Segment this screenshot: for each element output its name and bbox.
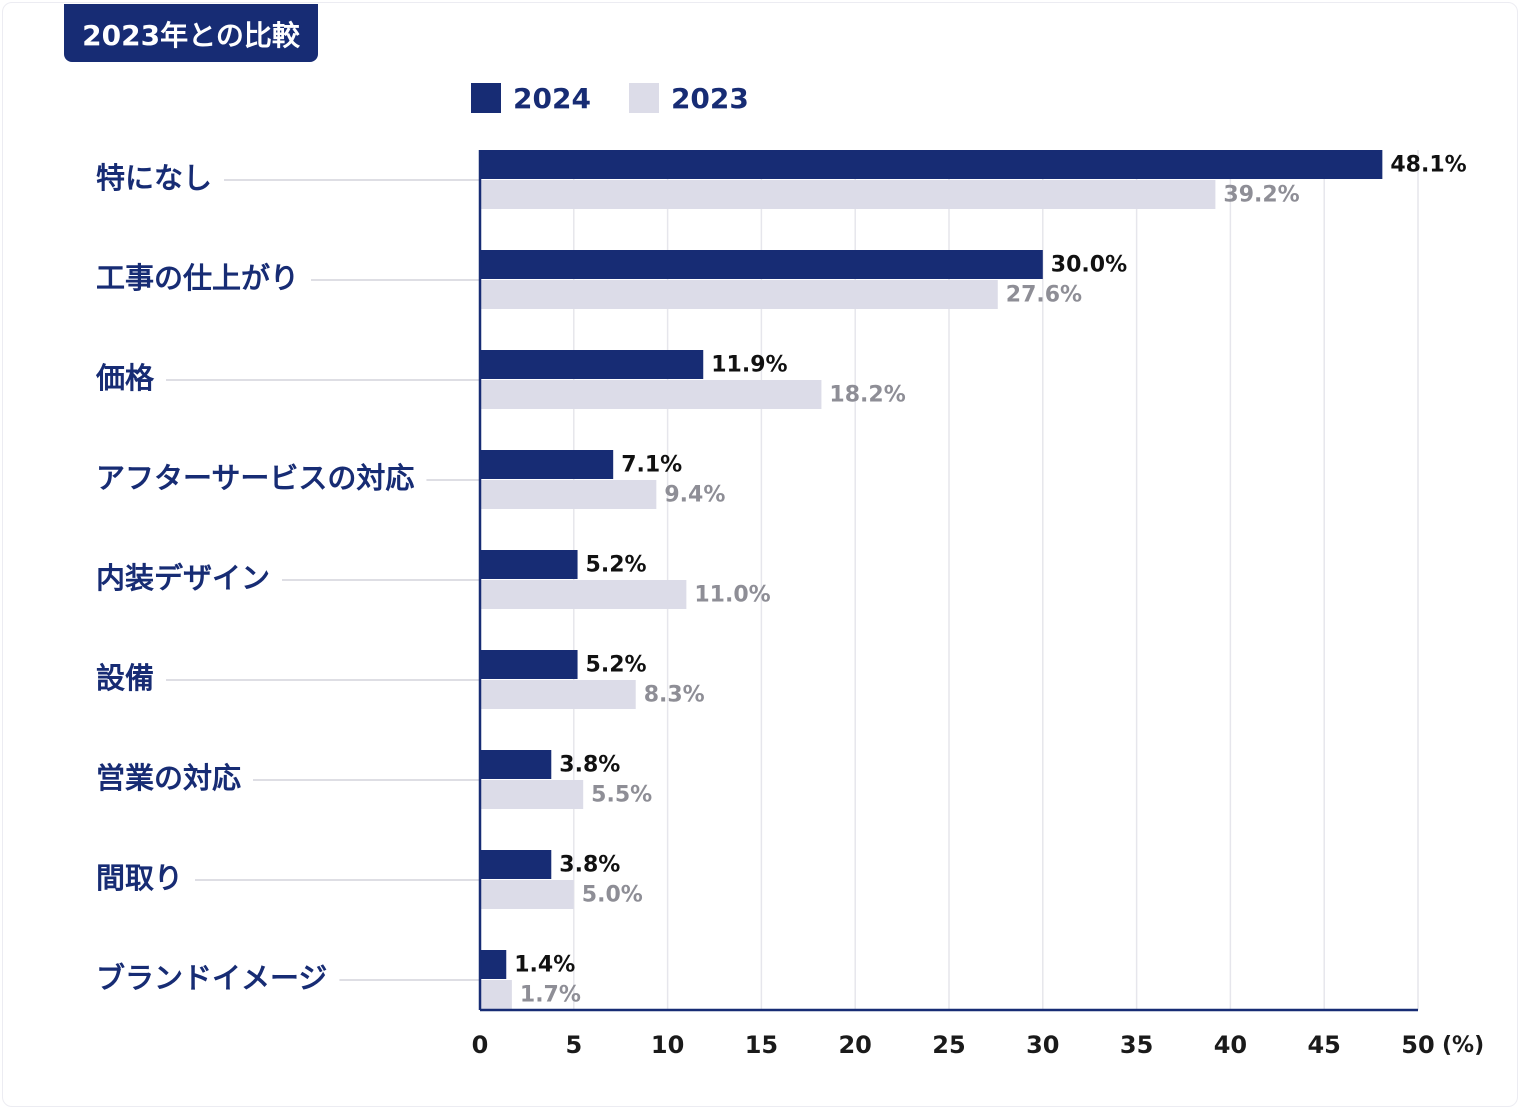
category-label: 価格 (95, 361, 155, 395)
x-tick-label: 45 (1307, 1031, 1340, 1059)
bar-2023 (480, 580, 687, 609)
data-label-2023: 18.2% (829, 383, 905, 408)
data-label-2023: 5.0% (582, 883, 643, 908)
x-tick-label: 30 (1026, 1031, 1059, 1059)
bar-2024 (480, 650, 578, 679)
bar-2024 (480, 250, 1043, 279)
bar-2023 (480, 980, 512, 1009)
chart-title: 2023年との比較 (82, 19, 300, 52)
x-tick-label: 25 (932, 1031, 965, 1059)
chart-legend: 2024 2023 (471, 78, 787, 118)
data-label-2023: 39.2% (1223, 183, 1299, 208)
bar-2023 (480, 480, 657, 509)
legend-label-2023: 2023 (670, 81, 749, 115)
data-label-2024: 3.8% (559, 853, 620, 878)
data-label-2024: 30.0% (1051, 253, 1127, 278)
bar-2023 (480, 180, 1216, 209)
category-label: アフターサービスの対応 (96, 461, 414, 495)
bar-2023 (480, 880, 574, 909)
category-label: 特になし (96, 161, 212, 195)
bar-2023 (480, 780, 584, 809)
bar-2024 (480, 750, 552, 779)
bar-2023 (480, 380, 822, 409)
x-tick-label: 10 (651, 1031, 684, 1059)
bar-2024 (480, 550, 578, 579)
category-label: 設備 (96, 661, 154, 695)
bar-2023 (480, 280, 998, 309)
bar-2024 (480, 150, 1383, 179)
data-label-2024: 1.4% (514, 953, 575, 978)
x-tick-label: 35 (1120, 1031, 1153, 1059)
category-label: 間取り (96, 861, 183, 895)
data-label-2023: 1.7% (520, 983, 581, 1008)
bar-2024 (480, 350, 704, 379)
x-tick-label: 20 (838, 1031, 871, 1059)
category-label: 工事の仕上がり (96, 261, 299, 295)
data-label-2023: 9.4% (664, 483, 725, 508)
bar-2024 (480, 450, 614, 479)
category-label: ブランドイメージ (96, 961, 327, 995)
x-tick-label: 5 (565, 1031, 582, 1059)
data-label-2023: 11.0% (694, 583, 770, 608)
legend-swatch-2024 (471, 83, 501, 113)
x-axis-unit: (%) (1442, 1033, 1484, 1058)
legend-swatch-2023 (628, 83, 659, 113)
bar-2024 (480, 950, 507, 979)
category-label: 営業の対応 (96, 761, 241, 795)
data-label-2024: 7.1% (621, 453, 682, 478)
legend-item-2024: 2024 (471, 82, 591, 115)
data-label-2024: 3.8% (559, 753, 620, 778)
data-label-2024: 48.1% (1390, 153, 1466, 178)
data-label-2023: 8.3% (644, 683, 705, 708)
x-tick-label: 40 (1214, 1031, 1247, 1059)
x-tick-label: 15 (745, 1031, 778, 1059)
category-label: 内装デザイン (96, 561, 270, 595)
x-tick-label: 50 (1401, 1031, 1434, 1059)
legend-item-2023: 2023 (628, 81, 749, 115)
data-label-2023: 5.5% (591, 783, 652, 808)
data-label-2024: 5.2% (586, 553, 647, 578)
data-label-2023: 27.6% (1006, 283, 1082, 308)
legend-label-2024: 2024 (513, 81, 591, 115)
data-label-2024: 11.9% (711, 353, 787, 378)
data-label-2024: 5.2% (586, 653, 647, 678)
bar-2023 (480, 680, 636, 709)
chart-title-badge: 2023年との比較 (64, 4, 318, 62)
x-tick-label: 0 (472, 1031, 489, 1059)
bar-2024 (480, 850, 552, 879)
